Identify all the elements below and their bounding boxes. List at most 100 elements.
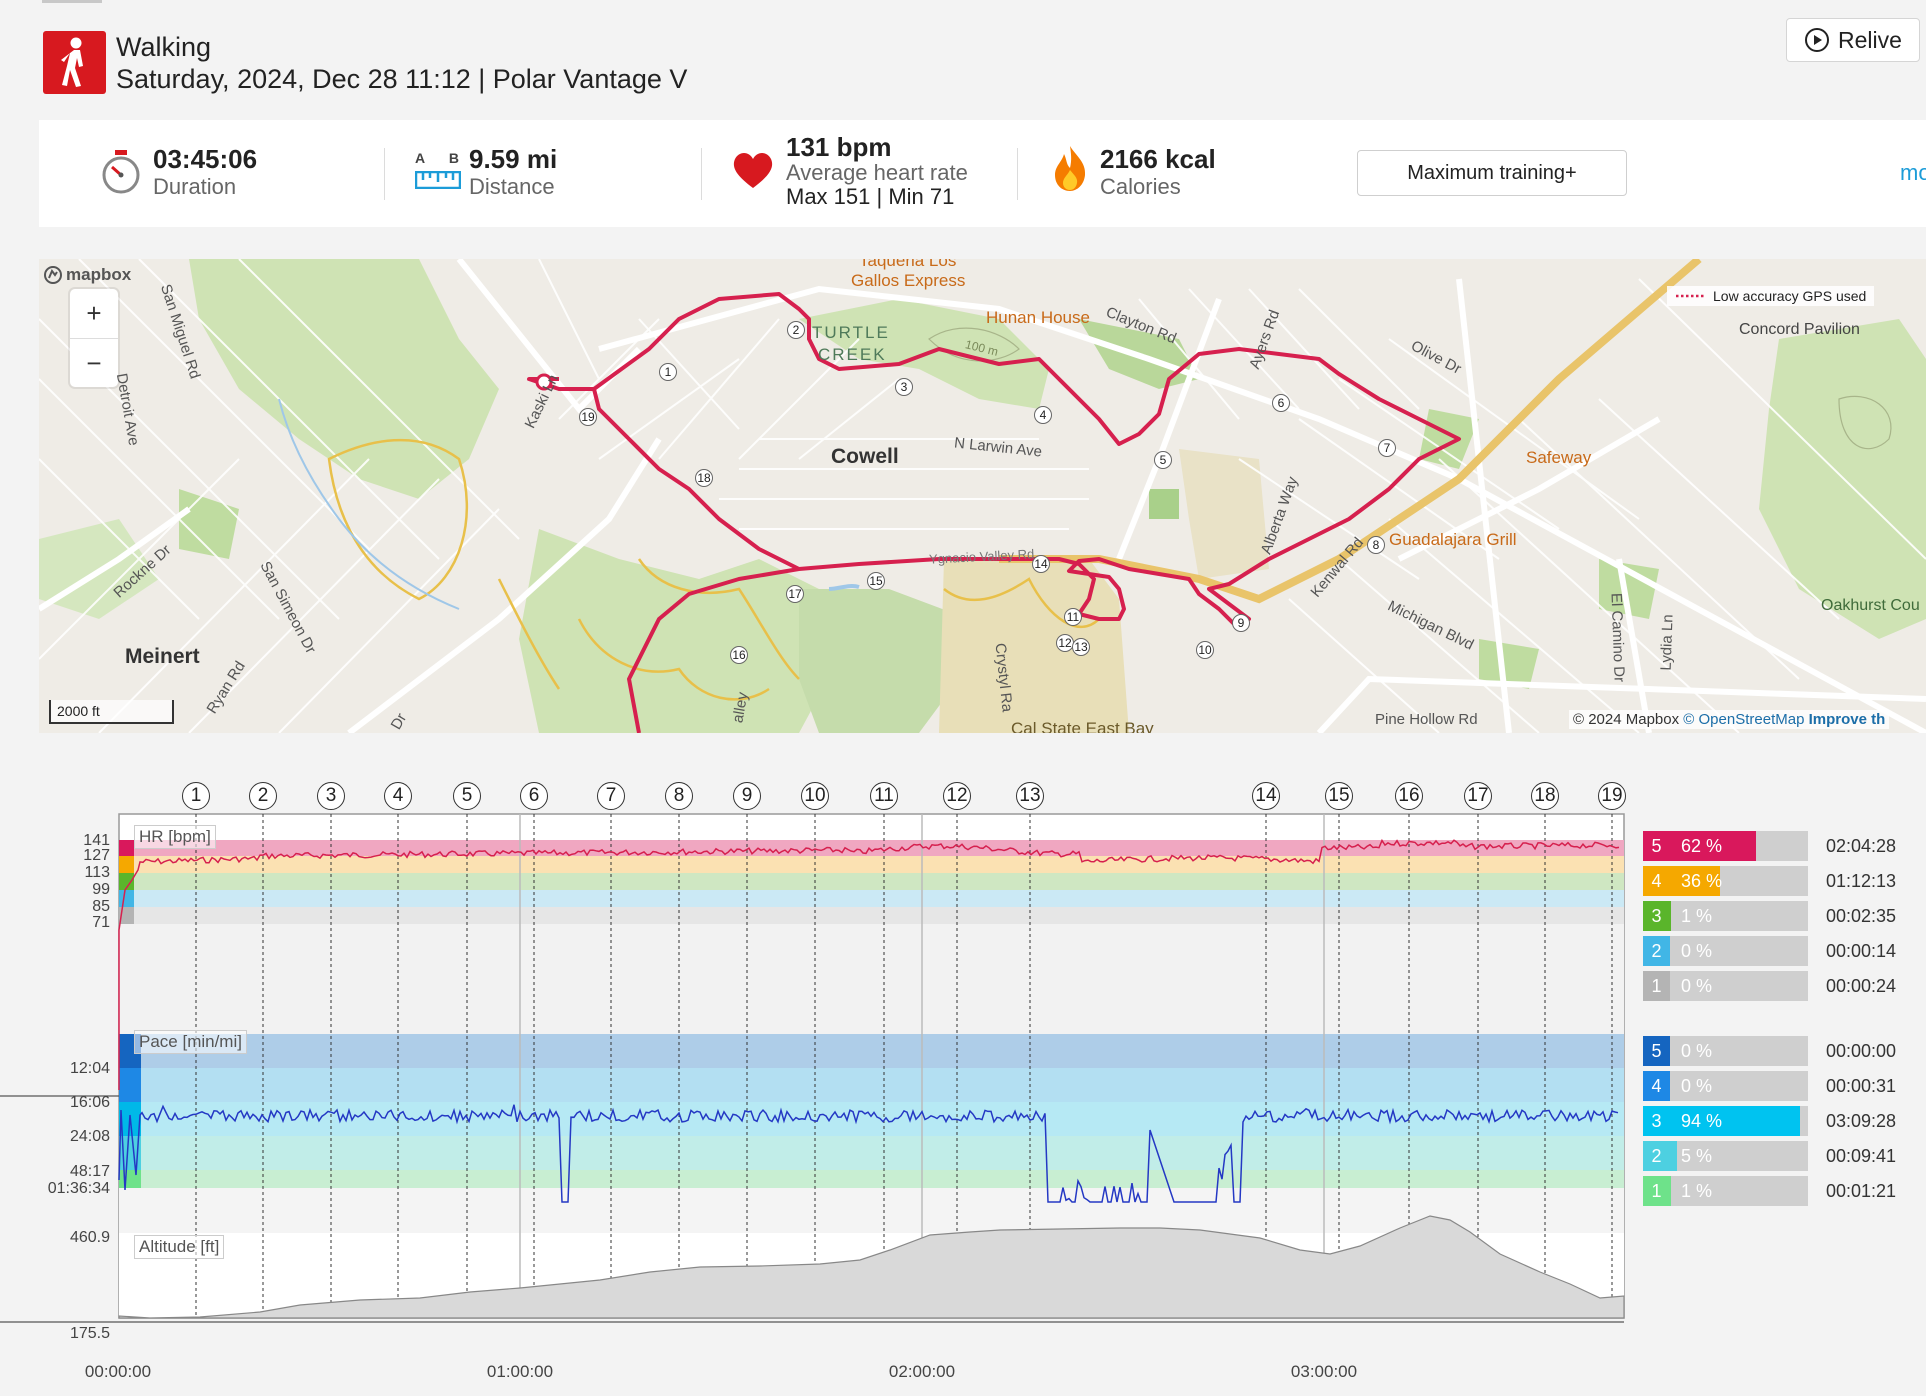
map-lap-marker[interactable]: 12 [1056,634,1074,652]
lap-marker[interactable]: 17 [1464,782,1492,810]
mapbox-logo[interactable]: mapbox [43,265,131,285]
pace-zone-strip [119,1170,141,1188]
stopwatch-icon [102,150,140,194]
zone-number: 1 [1643,1176,1670,1206]
zone-time: 03:09:28 [1826,1111,1897,1131]
lap-marker[interactable]: 16 [1395,782,1423,810]
zone-time: 00:00:31 [1826,1076,1897,1096]
training-benefit-button[interactable]: Maximum training+ [1357,150,1627,196]
zone-number: 5 [1643,831,1670,861]
zone-number: 4 [1643,866,1670,896]
zone-row: 3 1 % [1643,901,1808,931]
zone-fill-bar [1670,1176,1671,1206]
dotted-line-icon [1676,294,1704,298]
lap-marker[interactable]: 3 [317,782,345,810]
map-lap-marker[interactable]: 13 [1072,638,1090,656]
map-lap-marker[interactable]: 8 [1367,536,1385,554]
zone-time: 00:00:14 [1826,941,1897,961]
pace-y-tick: 01:36:34 [47,1180,110,1197]
pace-zone-strip [119,1136,141,1170]
gps-accuracy-legend: Low accuracy GPS used [1667,286,1875,306]
divider [384,148,385,200]
zone-number: 4 [1643,1071,1670,1101]
zone-row: 4 36 % [1643,866,1808,896]
lap-marker[interactable]: 8 [665,782,693,810]
map-lap-marker[interactable]: 2 [787,321,805,339]
zoom-out-button[interactable]: − [70,338,118,387]
lap-marker[interactable]: 7 [597,782,625,810]
zone-fill-bar [1670,866,1720,896]
x-tick: 00:00:00 [84,1362,152,1381]
pace-zone-band [119,1170,1624,1188]
zone-percent: 0 % [1681,1076,1713,1096]
zone-number: 2 [1643,936,1670,966]
zone-row: 3 94 % [1643,1106,1808,1136]
duration-value: 03:45:06 [153,144,258,174]
map-lap-marker[interactable]: 5 [1154,451,1172,469]
lap-marker[interactable]: 13 [1016,782,1044,810]
divider [1017,148,1018,200]
map-lap-marker[interactable]: 16 [730,646,748,664]
relive-button[interactable]: Relive [1786,18,1920,62]
lap-marker[interactable]: 11 [870,782,898,810]
osm-link[interactable]: © OpenStreetMap [1683,711,1805,728]
poi-label: Taqueria Los [859,259,957,270]
map-lap-marker[interactable]: 18 [695,469,713,487]
map-lap-marker[interactable]: 7 [1378,439,1396,457]
lap-marker[interactable]: 9 [733,782,761,810]
zone-row: 1 0 % [1643,971,1808,1001]
map-lap-marker[interactable]: 17 [786,585,804,603]
lap-marker[interactable]: 1 [182,782,210,810]
lap-marker[interactable]: 12 [943,782,971,810]
lap-marker[interactable]: 5 [453,782,481,810]
lap-marker[interactable]: 15 [1325,782,1353,810]
map-lap-marker[interactable]: 3 [895,378,913,396]
pace-line [118,1104,1619,1203]
zone-row: 5 0 % [1643,1036,1808,1066]
charts-svg[interactable] [0,770,1926,1396]
pace-y-tick: 12:04 [69,1060,110,1077]
map-lap-marker[interactable]: 4 [1034,406,1052,424]
more-link[interactable]: mo [1900,160,1926,185]
lap-marker[interactable]: 4 [384,782,412,810]
map-lap-marker[interactable]: 19 [579,408,597,426]
lap-marker[interactable]: 18 [1531,782,1559,810]
map-lap-marker[interactable]: 10 [1196,641,1214,659]
calories-value: 2166 kcal [1100,144,1216,174]
zone-row: 2 0 % [1643,936,1808,966]
lap-marker[interactable]: 6 [520,782,548,810]
zone-fill-bar [1670,1141,1677,1171]
poi-label: Gallos Express [851,271,966,290]
map-lap-marker[interactable]: 15 [867,572,885,590]
map-lap-marker[interactable]: 6 [1272,394,1290,412]
map-lap-marker[interactable]: 9 [1232,614,1250,632]
zoom-in-button[interactable]: + [86,298,102,328]
route-map[interactable]: mapbox + − 2000 ft Low accuracy GPS used… [39,259,1926,733]
ruler-icon [415,171,461,189]
place-label: Oakhurst Cou [1821,597,1920,614]
zone-number: 3 [1643,901,1670,931]
improve-map-link[interactable]: Improve th [1808,711,1886,728]
mapbox-icon [44,266,62,284]
lap-marker[interactable]: 19 [1598,782,1626,810]
road-label: El Camino Dr [1607,592,1628,683]
map-scale: 2000 ft [49,700,174,724]
lap-marker[interactable]: 10 [801,782,829,810]
hr-y-tick: 99 [92,881,110,898]
map-lap-marker[interactable]: 14 [1032,555,1050,573]
pace-axis-label: Pace [min/mi] [134,1030,247,1054]
hr-axis-label: HR [bpm] [134,825,216,849]
play-circle-icon [1805,28,1830,52]
map-lap-marker[interactable]: 11 [1064,608,1082,626]
lap-marker[interactable]: 14 [1252,782,1280,810]
map-tiles [39,259,1926,733]
activity-subtitle: Saturday, 2024, Dec 28 11:12 | Polar Van… [116,64,688,94]
lap-marker[interactable]: 2 [249,782,277,810]
relive-label: Relive [1838,26,1902,53]
pace-y-tick: 48:17 [69,1163,110,1180]
zone-percent: 0 % [1681,941,1713,961]
zone-time: 00:01:21 [1826,1181,1897,1201]
map-lap-marker[interactable]: 1 [659,363,677,381]
